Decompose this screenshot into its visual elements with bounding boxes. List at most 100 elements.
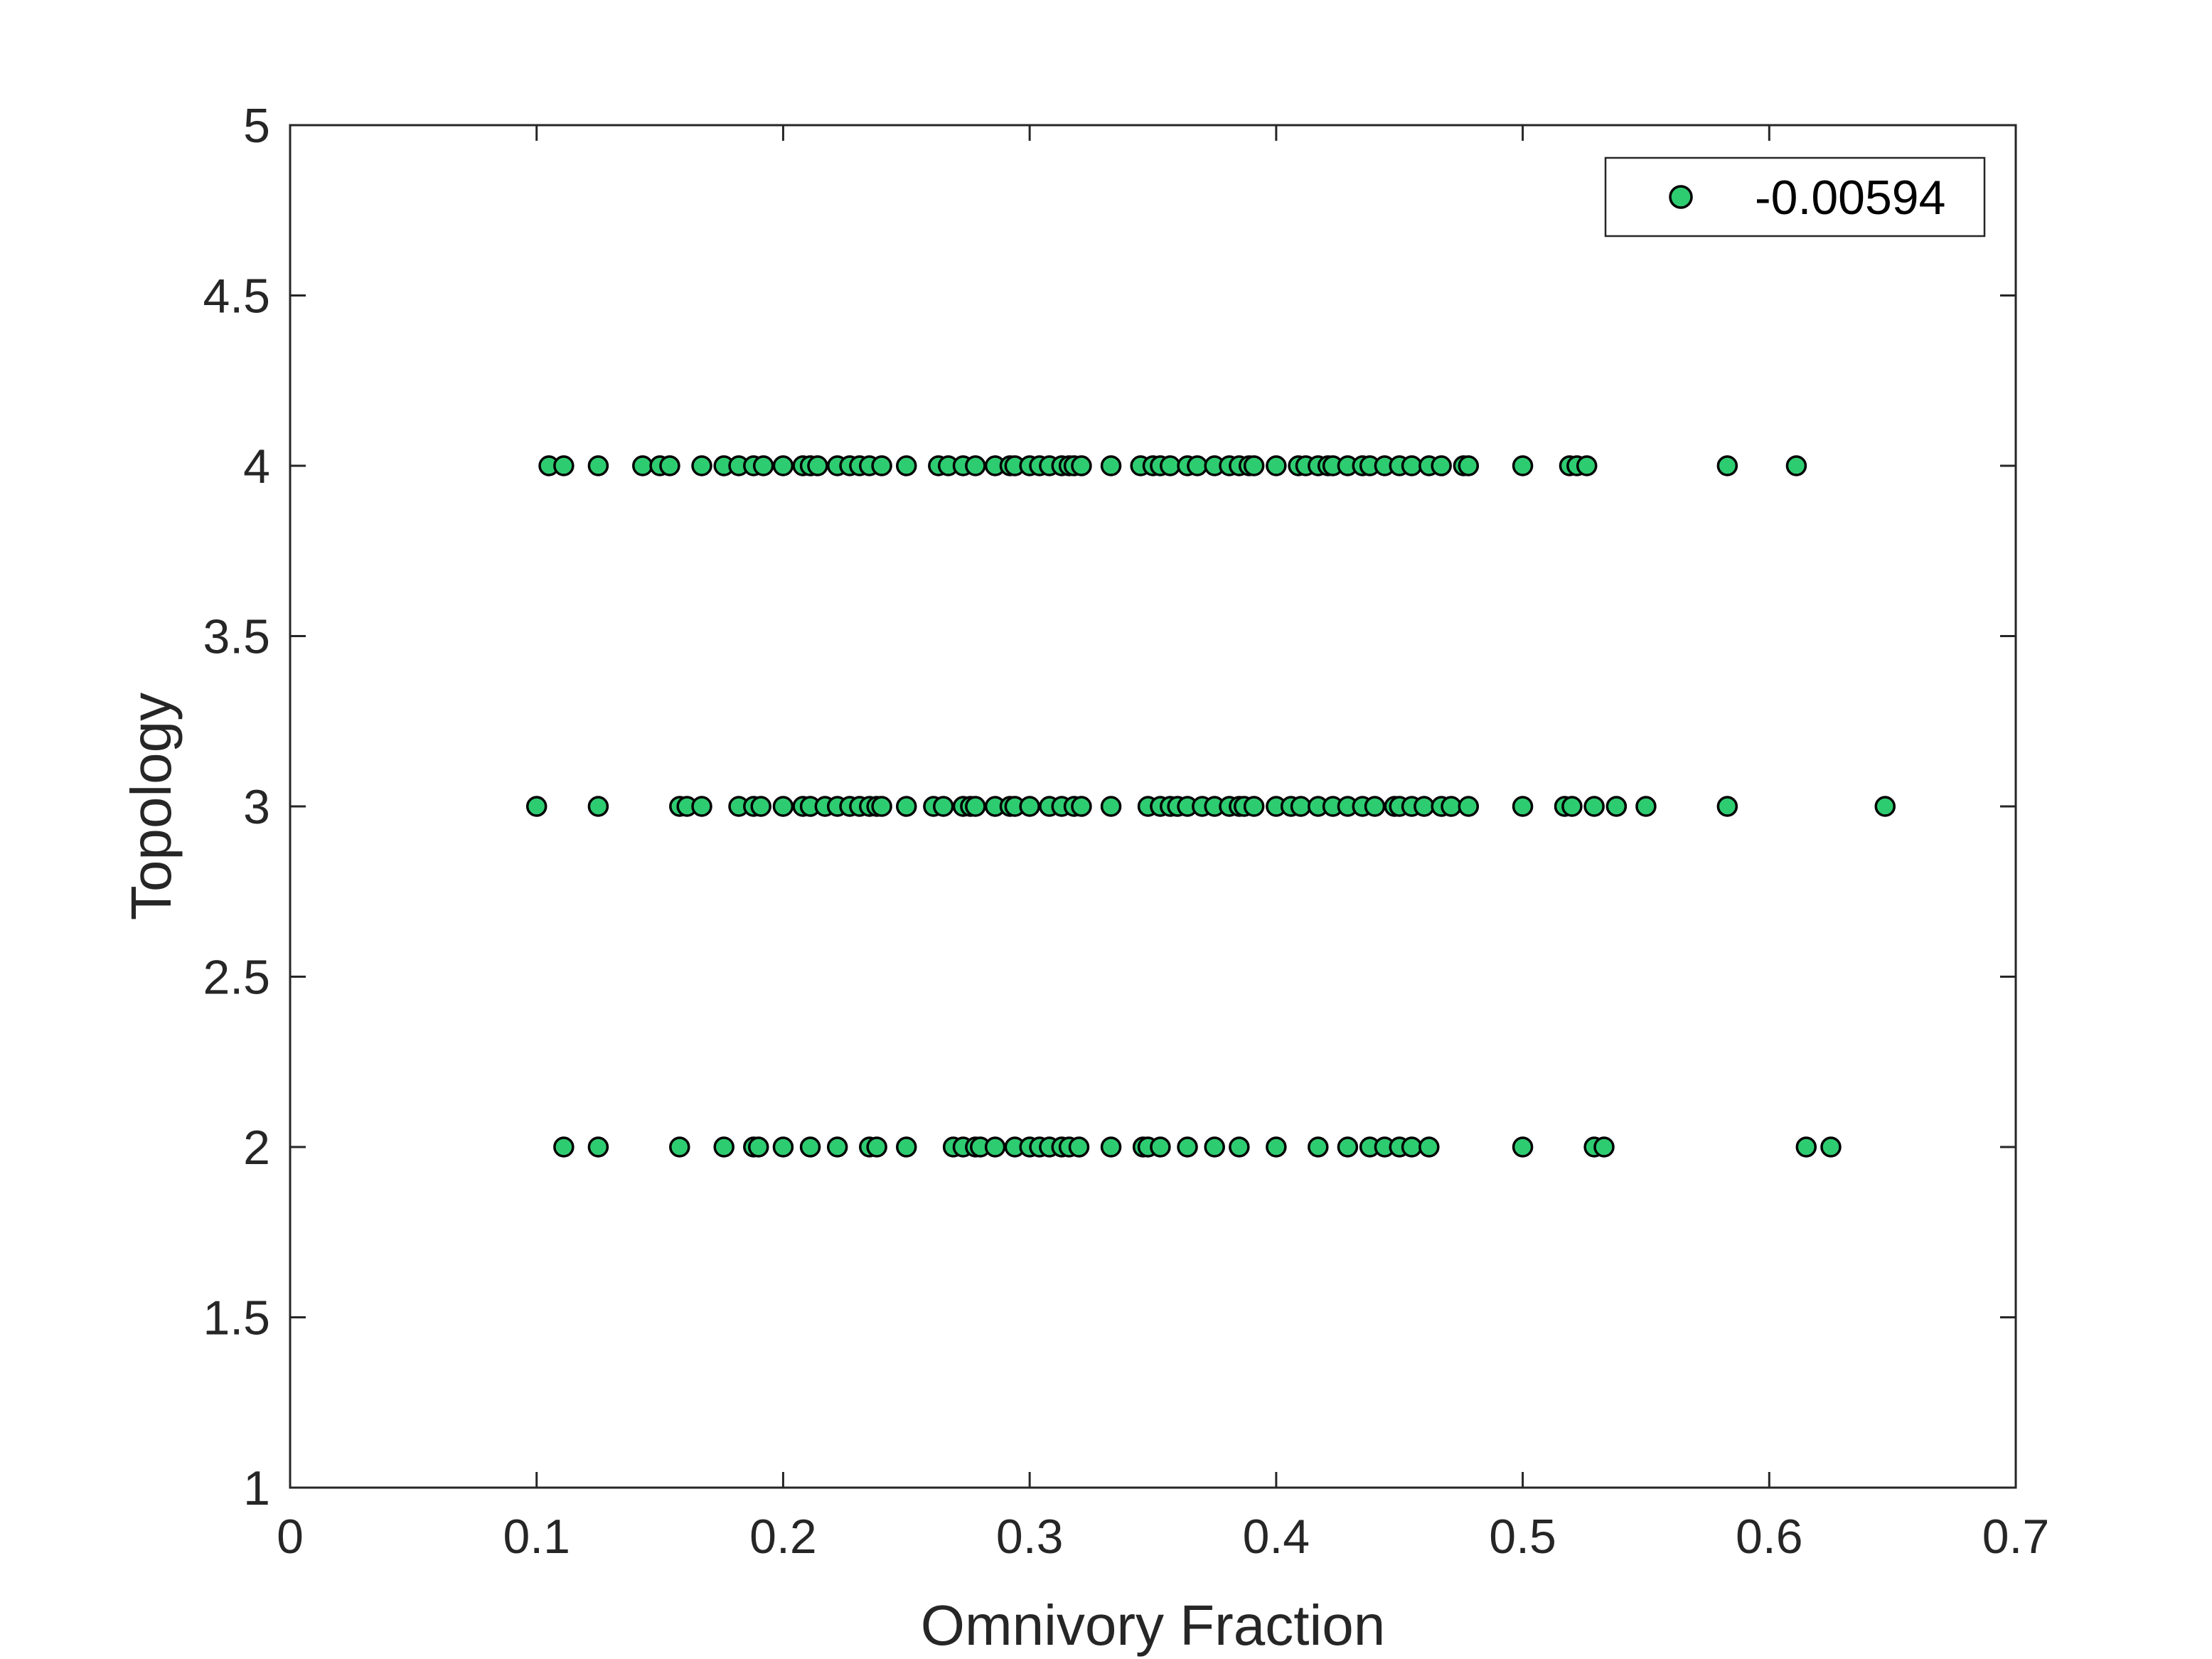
data-point bbox=[1795, 1136, 1817, 1158]
data-point bbox=[1100, 796, 1122, 817]
data-point bbox=[1635, 796, 1657, 817]
data-point bbox=[896, 1136, 917, 1158]
data-point bbox=[1204, 1136, 1225, 1158]
data-point bbox=[752, 455, 774, 476]
data-point bbox=[896, 796, 917, 817]
data-point bbox=[1071, 455, 1092, 476]
data-point bbox=[1071, 796, 1092, 817]
data-point bbox=[1716, 796, 1738, 817]
data-point bbox=[1337, 1136, 1359, 1158]
plot-area-frame bbox=[289, 124, 2017, 1489]
data-point bbox=[1187, 455, 1208, 476]
data-point bbox=[933, 796, 954, 817]
data-point bbox=[896, 455, 917, 476]
data-point bbox=[1605, 796, 1628, 817]
data-point bbox=[984, 1136, 1006, 1158]
data-point bbox=[807, 455, 828, 476]
x-tick-label: 0.5 bbox=[1489, 1510, 1556, 1564]
y-tick-label: 2.5 bbox=[203, 951, 270, 1005]
data-point bbox=[632, 455, 653, 476]
data-point bbox=[1431, 455, 1452, 476]
x-tick-label: 0.4 bbox=[1243, 1510, 1310, 1564]
data-point bbox=[748, 1136, 769, 1158]
data-point bbox=[965, 796, 986, 817]
data-point bbox=[772, 1136, 794, 1158]
x-tick-label: 0 bbox=[277, 1510, 304, 1564]
data-points bbox=[525, 455, 1896, 1158]
y-tick-label: 2 bbox=[243, 1121, 270, 1175]
data-point bbox=[1458, 455, 1480, 476]
data-point bbox=[659, 455, 680, 476]
data-point bbox=[750, 796, 771, 817]
data-point bbox=[587, 1136, 609, 1158]
x-tick-label: 0.3 bbox=[996, 1510, 1064, 1564]
data-point bbox=[1019, 796, 1040, 817]
data-point bbox=[1177, 1136, 1198, 1158]
y-tick-label: 5 bbox=[243, 99, 270, 153]
data-point bbox=[525, 796, 547, 817]
data-point bbox=[691, 455, 712, 476]
legend-marker bbox=[1669, 185, 1693, 209]
data-point bbox=[553, 455, 575, 476]
data-point bbox=[799, 1136, 821, 1158]
data-point bbox=[871, 796, 892, 817]
data-point bbox=[866, 1136, 887, 1158]
legend-label: -0.00594 bbox=[1755, 171, 1945, 225]
data-point bbox=[1716, 455, 1738, 476]
x-tick-label: 0.1 bbox=[503, 1510, 570, 1564]
data-point bbox=[1874, 796, 1896, 817]
y-tick-label: 3.5 bbox=[203, 610, 270, 664]
y-tick-labels: 1 1.5 2 2.5 3 3.5 4 4.5 5 bbox=[203, 99, 270, 1515]
y-tick-label: 3 bbox=[243, 780, 270, 834]
data-point bbox=[1512, 796, 1534, 817]
data-point bbox=[772, 455, 794, 476]
legend-box bbox=[1604, 156, 1986, 238]
data-point bbox=[1458, 796, 1480, 817]
data-point bbox=[1785, 455, 1807, 476]
data-point bbox=[1243, 455, 1265, 476]
data-point bbox=[1401, 1136, 1423, 1158]
data-point bbox=[1583, 796, 1605, 817]
x-tick-label: 0.7 bbox=[1982, 1510, 2050, 1564]
data-point bbox=[587, 455, 609, 476]
data-point bbox=[1512, 455, 1534, 476]
data-point bbox=[1266, 455, 1287, 476]
data-point bbox=[1364, 796, 1386, 817]
y-tick-label: 4.5 bbox=[203, 270, 270, 324]
data-point bbox=[1414, 796, 1435, 817]
data-point bbox=[1229, 1136, 1250, 1158]
data-point bbox=[691, 796, 712, 817]
data-point bbox=[553, 1136, 575, 1158]
data-point bbox=[1160, 455, 1181, 476]
data-point bbox=[871, 455, 892, 476]
data-point bbox=[587, 796, 609, 817]
x-tick-label: 0.6 bbox=[1736, 1510, 1803, 1564]
y-tick-label: 4 bbox=[243, 439, 270, 494]
data-point bbox=[1576, 455, 1598, 476]
data-point bbox=[1266, 1136, 1287, 1158]
data-point bbox=[1593, 1136, 1615, 1158]
data-point bbox=[1820, 1136, 1842, 1158]
data-point bbox=[1418, 1136, 1440, 1158]
data-point bbox=[713, 1136, 734, 1158]
data-point bbox=[1401, 455, 1423, 476]
y-axis-title: Topology bbox=[119, 693, 183, 920]
data-point bbox=[1100, 1136, 1122, 1158]
y-tick-label: 1.5 bbox=[203, 1291, 270, 1345]
data-point bbox=[1441, 796, 1462, 817]
y-tick-label: 1 bbox=[243, 1461, 270, 1515]
data-point bbox=[1068, 1136, 1090, 1158]
x-tick-labels: 0 0.1 0.2 0.3 0.4 0.5 0.6 0.7 bbox=[277, 1510, 2049, 1564]
data-point bbox=[1100, 455, 1122, 476]
data-point bbox=[965, 455, 986, 476]
data-point bbox=[1512, 1136, 1534, 1158]
x-tick-label: 0.2 bbox=[749, 1510, 817, 1564]
data-point bbox=[826, 1136, 848, 1158]
data-point bbox=[1561, 796, 1583, 817]
legend: -0.00594 bbox=[1604, 156, 1986, 238]
data-point bbox=[1243, 796, 1265, 817]
data-point bbox=[1290, 796, 1312, 817]
data-point bbox=[1150, 1136, 1171, 1158]
